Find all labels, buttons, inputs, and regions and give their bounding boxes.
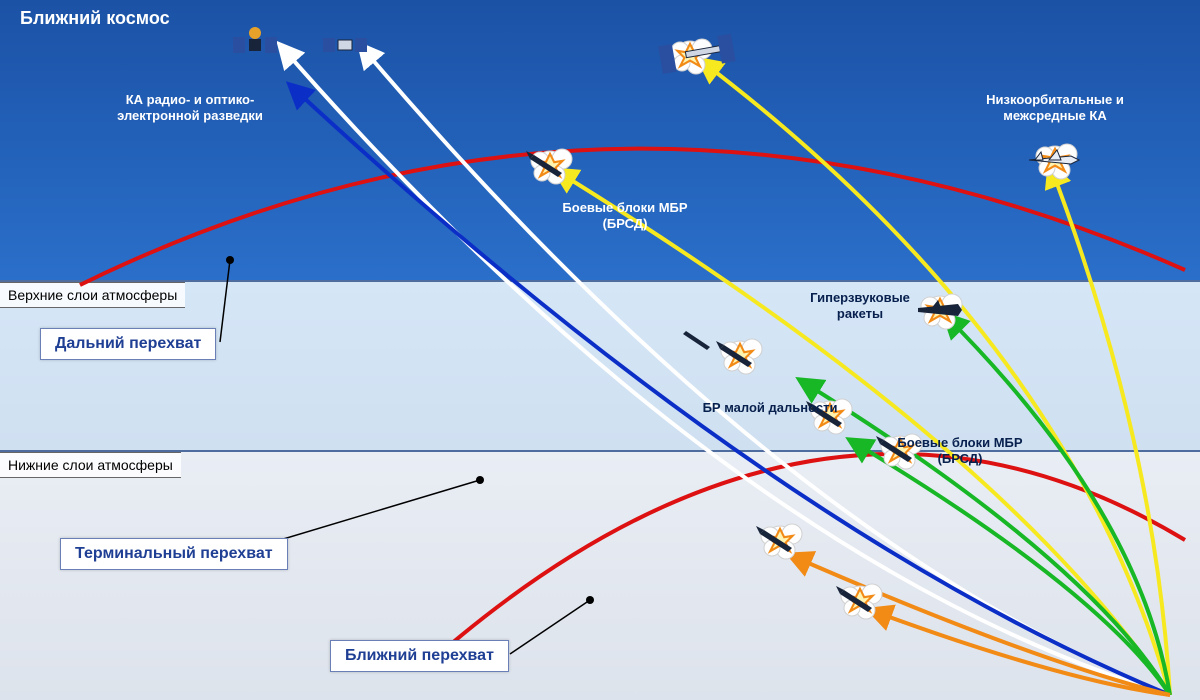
callout-near-intercept: Ближний перехват xyxy=(330,640,509,672)
band-lower-atmosphere xyxy=(0,450,1200,700)
band-lower-label: Нижние слои атмосферы xyxy=(0,452,181,478)
text-label: Низкоорбитальные имежсредные КА xyxy=(950,92,1160,123)
callout-terminal-intercept: Терминальный перехват xyxy=(60,538,288,570)
text-label: Боевые блоки МБР(БРСД) xyxy=(870,435,1050,466)
text-label: КА радио- и оптико-электронной разведки xyxy=(100,92,280,123)
text-label: Боевые блоки МБР(БРСД) xyxy=(540,200,710,231)
callout-far-intercept: Дальний перехват xyxy=(40,328,216,360)
band-upper-label: Верхние слои атмосферы xyxy=(0,282,185,308)
text-label: Гиперзвуковыеракеты xyxy=(780,290,940,321)
band-near-space xyxy=(0,0,1200,280)
diagram-stage: Ближний космос Верхние слои атмосферы Ни… xyxy=(0,0,1200,700)
band-space-title: Ближний космос xyxy=(20,8,170,29)
text-label: БР малой дальности xyxy=(670,400,870,416)
